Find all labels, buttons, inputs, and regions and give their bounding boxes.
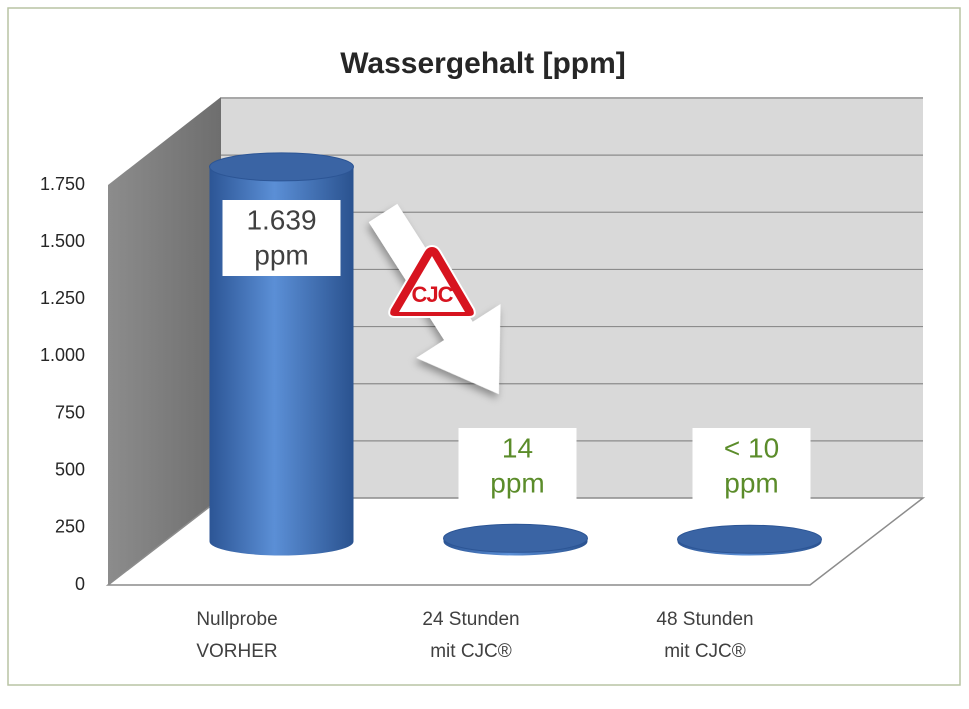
value-label: ppm bbox=[254, 239, 308, 270]
chart-title: Wassergehalt [ppm] bbox=[340, 47, 626, 80]
side-wall bbox=[108, 97, 221, 585]
back-wall bbox=[221, 97, 923, 498]
y-tick-label: 1.250 bbox=[40, 288, 85, 308]
value-label: 14 bbox=[502, 432, 533, 463]
x-tick-label: Nullprobe bbox=[196, 609, 277, 630]
y-tick-label: 1.000 bbox=[40, 345, 85, 365]
y-tick-label: 1.750 bbox=[40, 174, 85, 194]
value-label: 1.639 bbox=[246, 204, 316, 235]
bar-top bbox=[443, 523, 588, 553]
value-label-box bbox=[222, 200, 341, 276]
value-label-box bbox=[692, 428, 811, 504]
value-label: ppm bbox=[490, 467, 544, 498]
y-tick-label: 1.500 bbox=[40, 231, 85, 251]
y-tick-label: 750 bbox=[55, 402, 85, 422]
bar-top bbox=[677, 524, 822, 554]
x-tick-label: 48 Stunden bbox=[656, 609, 753, 630]
x-tick-label: mit CJC® bbox=[664, 641, 746, 662]
y-tick-label: 0 bbox=[75, 574, 85, 594]
bar bbox=[443, 538, 588, 556]
bar-top bbox=[209, 152, 354, 182]
value-label: ppm bbox=[724, 467, 778, 498]
plot: 0 250 500 750 1.000 1.250 1.500 1.750 Nullprobe V… bbox=[40, 97, 923, 662]
x-tick-label: 24 Stunden bbox=[422, 609, 519, 630]
logo: CJC bbox=[388, 244, 476, 318]
y-tick-label: 250 bbox=[55, 517, 85, 537]
logo-text: CJC bbox=[411, 282, 453, 307]
value-label: < 10 bbox=[724, 432, 779, 463]
x-tick-label: VORHER bbox=[196, 641, 277, 662]
x-tick-label: mit CJC® bbox=[430, 641, 512, 662]
y-tick-label: 500 bbox=[55, 459, 85, 479]
value-label-box bbox=[458, 428, 577, 504]
